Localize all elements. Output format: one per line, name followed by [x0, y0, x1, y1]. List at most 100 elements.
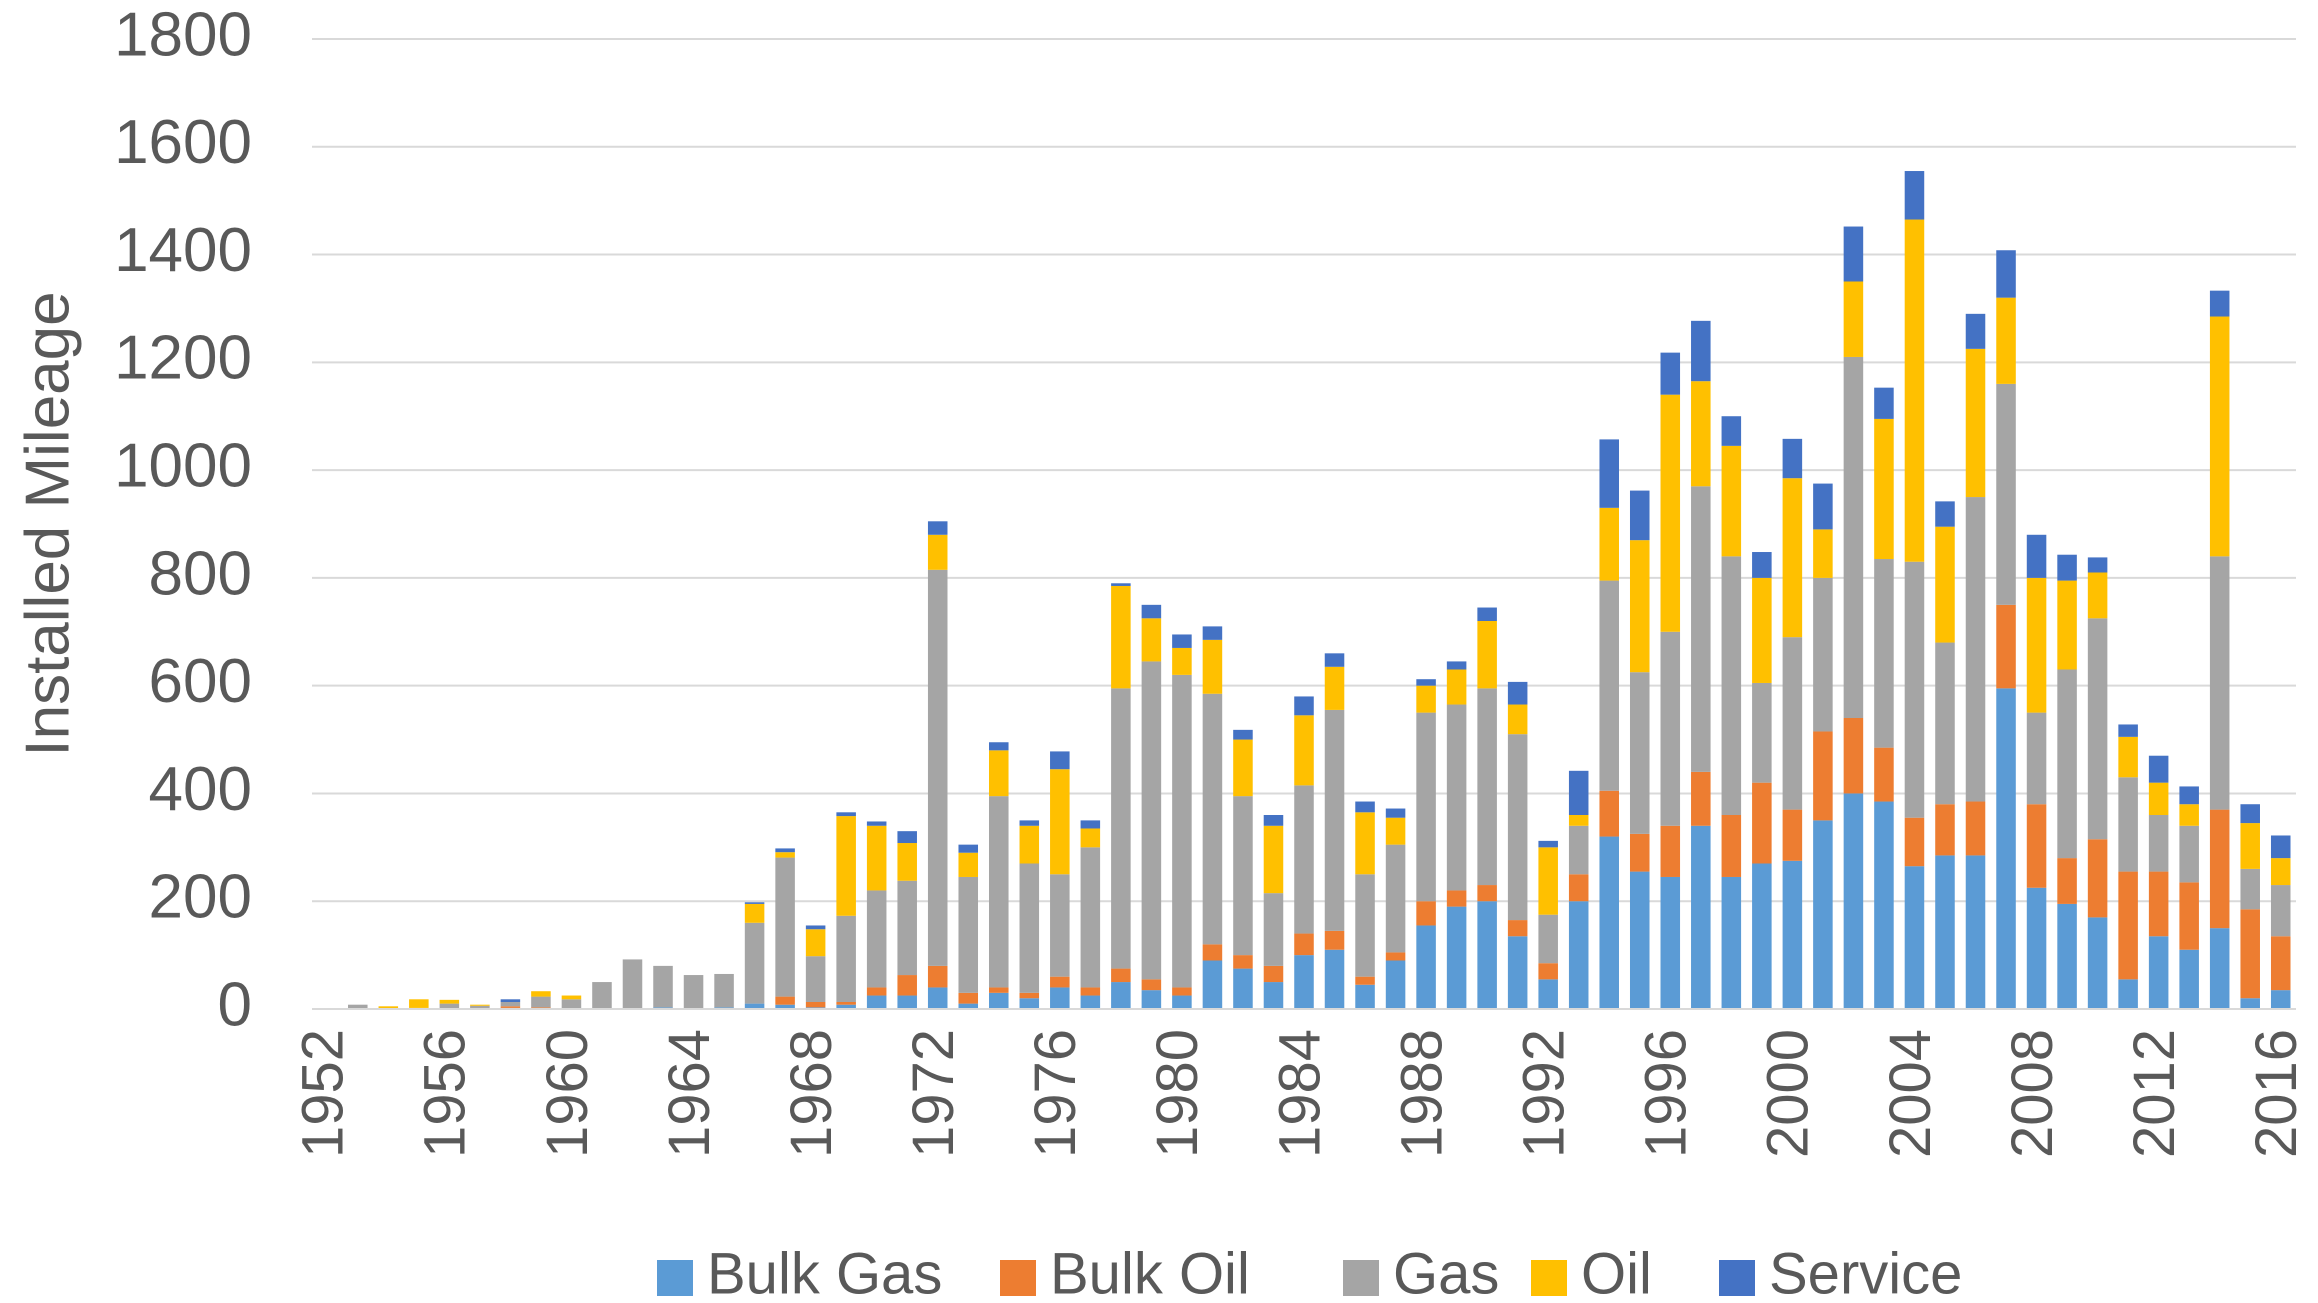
bar-segment — [1416, 925, 1436, 1009]
bar-segment — [1568, 770, 1589, 815]
bar-segment — [1538, 963, 1558, 980]
bar-segment — [1568, 815, 1589, 826]
bar-segment — [1111, 583, 1131, 586]
bar-segment — [927, 987, 948, 1009]
bar-segment — [378, 1006, 399, 1009]
bar-segment — [1080, 847, 1101, 988]
bar-segment — [866, 995, 887, 1009]
bar-segment — [2179, 882, 2199, 950]
bar-segment — [653, 965, 673, 1008]
bar-segment — [1904, 561, 1925, 818]
bar-segment — [958, 844, 979, 853]
bar-segment — [1843, 793, 1864, 1009]
bar-segment — [1111, 688, 1131, 969]
bar-segment — [1355, 874, 1375, 977]
bar-segment — [1263, 893, 1284, 966]
bar-segment — [1782, 637, 1803, 810]
bar-segment — [989, 796, 1009, 988]
bar-segment — [1477, 901, 1497, 1009]
bar-segment — [2057, 554, 2077, 581]
bar-segment — [775, 848, 795, 853]
bar-segment — [1568, 901, 1589, 1009]
bar-segment — [1416, 679, 1436, 686]
x-tick-label: 1956 — [413, 1029, 478, 1158]
bar-segment — [1507, 681, 1528, 705]
bar-segment — [2087, 557, 2108, 573]
bar-segment — [1202, 960, 1223, 1009]
bar-segment — [1324, 666, 1345, 710]
bar-segment — [1874, 387, 1894, 419]
bar-segment — [1080, 995, 1101, 1009]
bar-segment — [1904, 219, 1925, 562]
bar-segment — [1782, 438, 1803, 479]
bar-segment — [836, 812, 856, 817]
bar-segment — [1385, 808, 1406, 818]
bar-segment — [989, 992, 1009, 1009]
bar-segment — [409, 999, 429, 1008]
bar-segment — [1477, 688, 1497, 886]
bar-segment — [2209, 316, 2230, 557]
bar-segment — [1538, 914, 1558, 964]
legend-swatch — [1719, 1260, 1755, 1296]
bar-segment — [1599, 580, 1619, 791]
bar-segment — [1965, 855, 1986, 1009]
legend-label: Bulk Gas — [707, 1241, 942, 1303]
bar-segment — [1538, 847, 1558, 915]
y-tick-label: 1400 — [114, 216, 252, 285]
bar-segment — [2026, 577, 2047, 713]
bar-segment — [1843, 226, 1864, 282]
bar-segment — [1813, 529, 1833, 578]
bar-segment — [1233, 739, 1253, 797]
bar-segment — [1019, 992, 1040, 999]
bar-segment — [866, 821, 887, 826]
bar-segment — [1721, 876, 1742, 1009]
bar-segment — [1141, 979, 1162, 991]
bar-segment — [836, 915, 856, 1002]
bar-segment — [1660, 825, 1681, 877]
bar-segment — [2026, 804, 2047, 888]
bar-segment — [1629, 490, 1650, 541]
bar-segment — [866, 890, 887, 988]
bar-segment — [805, 1001, 826, 1008]
bar-segment — [1752, 782, 1772, 864]
bar-segment — [1202, 944, 1223, 961]
bar-segment — [2240, 823, 2260, 869]
bar-segment — [1660, 876, 1681, 1009]
bar-segment — [1691, 381, 1711, 487]
bar-segment — [1904, 171, 1925, 220]
y-tick-label: 0 — [218, 970, 252, 1039]
bar-segment — [1233, 796, 1253, 956]
bar-segment — [2118, 871, 2138, 980]
bar-segment — [2148, 815, 2169, 872]
bar-segment — [2057, 903, 2077, 1009]
bar-segment — [2118, 777, 2138, 872]
bar-segment — [348, 1004, 368, 1009]
bar-segment — [714, 973, 734, 1008]
bar-segment — [1752, 577, 1772, 683]
bar-segment — [1935, 804, 1955, 856]
y-tick-label: 1000 — [114, 431, 252, 500]
bar-segment — [775, 1004, 795, 1009]
bar-segment — [2209, 809, 2230, 929]
bar-segment — [1629, 833, 1650, 872]
bar-segment — [470, 1005, 490, 1009]
bar-segment — [1446, 661, 1467, 670]
bar-segment — [1965, 801, 1986, 856]
bar-segment — [1263, 965, 1284, 983]
x-tick-label: 2012 — [2122, 1029, 2187, 1158]
bar-segment — [836, 816, 856, 916]
y-tick-label: 800 — [149, 539, 252, 608]
bar-segment — [1874, 747, 1894, 802]
bar-segment — [2026, 887, 2047, 1009]
bar-segment — [1233, 955, 1253, 969]
bar-segment — [2148, 871, 2169, 937]
bar-segment — [1111, 982, 1131, 1009]
bar-segment — [1568, 825, 1589, 875]
bar-segment — [500, 1006, 521, 1008]
bar-segment — [531, 991, 551, 997]
bar-segment — [927, 521, 948, 535]
bar-segment — [1294, 955, 1314, 1009]
bar-segment — [1355, 984, 1375, 1009]
bar-segment — [1050, 987, 1070, 1009]
legend-swatch — [657, 1260, 693, 1296]
